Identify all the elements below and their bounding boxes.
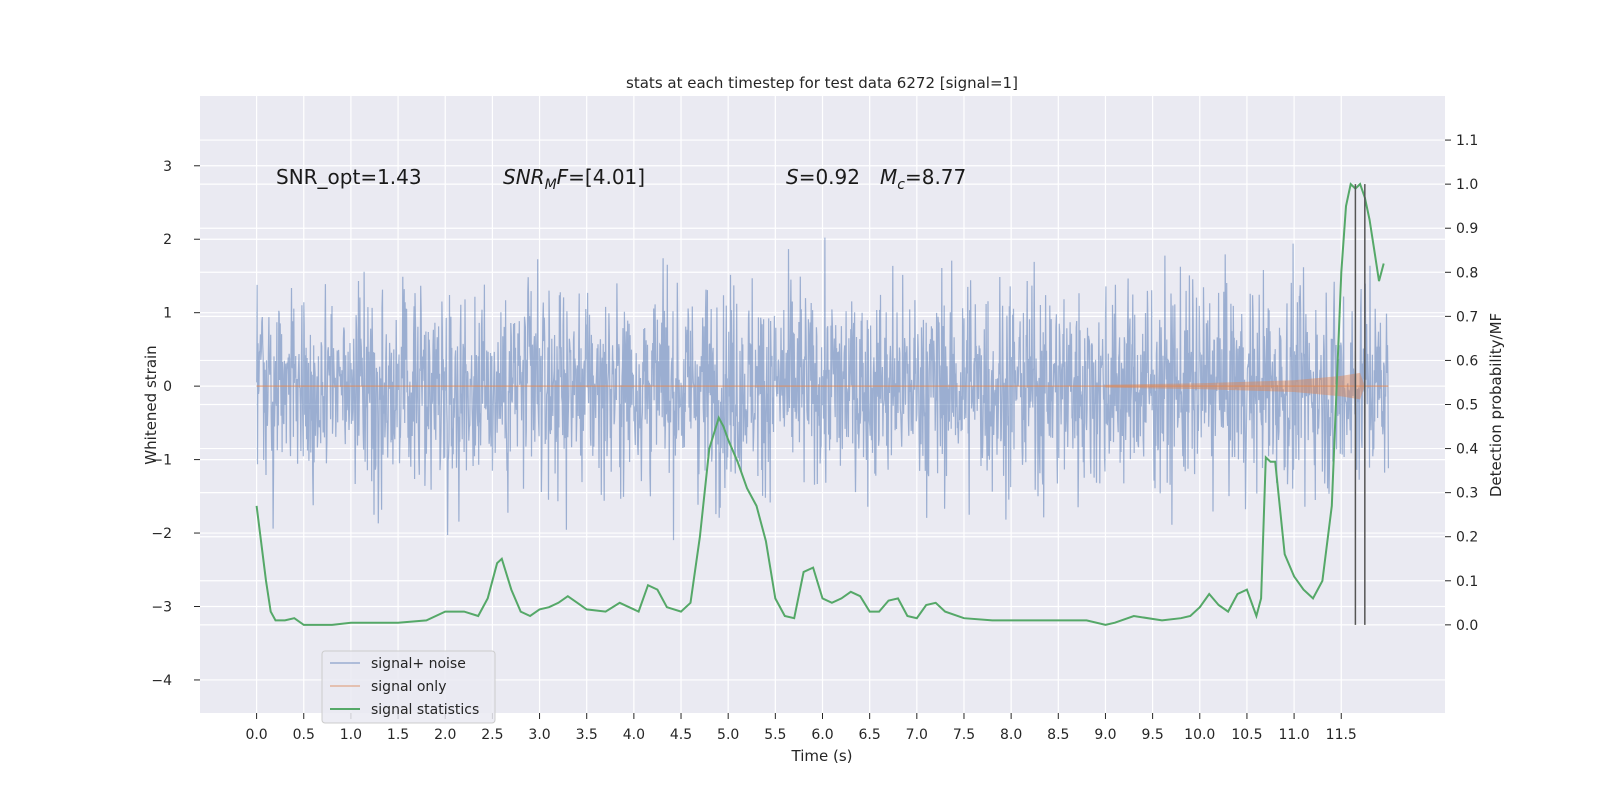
legend-box: [321, 650, 496, 724]
signal-statistics-series: [255, 182, 1385, 626]
x-tick-label: 8.5: [1047, 727, 1069, 743]
signal-statistics-line: [255, 182, 1385, 626]
x-tick-label: 0.0: [245, 727, 267, 743]
snr-mf-sub: M: [545, 177, 557, 193]
signal-noise-line: [256, 237, 1389, 541]
snr-mf-var: SNR: [503, 165, 545, 189]
snr-mf-var2: F: [557, 165, 569, 189]
y2-tick-label: 0.7: [1456, 309, 1478, 325]
signal-only-chirp: [1105, 372, 1365, 400]
s-value: =0.92: [799, 165, 860, 189]
y2-axis-ticks: 1.1 1.0 0.9 0.8 0.7 0.6 0.5 0.4 0.3 0.2 0.1 0.0: [1445, 133, 1478, 634]
y2-tick-label: 0.0: [1456, 618, 1478, 634]
x-tick-label: 2.0: [434, 727, 456, 743]
signal-only-series: [256, 372, 1389, 400]
y2-tick-label: 0.6: [1456, 353, 1478, 369]
y2-axis-label: Detection probability/MF: [1487, 313, 1505, 497]
snr-mf-value: =[4.01]: [568, 165, 645, 189]
y-tick-label: 2: [163, 232, 172, 248]
x-axis-label: Time (s): [791, 747, 853, 765]
x-tick-label: 11.0: [1279, 727, 1310, 743]
y-axis-ticks: 3 2 1 0 −1 −2 −3 −4: [151, 159, 200, 689]
y2-tick-label: 1.0: [1456, 177, 1478, 193]
y-tick-label: 1: [163, 306, 172, 322]
x-tick-label: 1.0: [340, 727, 362, 743]
chart-title: stats at each timestep for test data 627…: [626, 74, 1018, 92]
x-tick-label: 7.0: [906, 727, 928, 743]
mc-sub: c: [897, 177, 905, 193]
x-tick-label: 10.0: [1184, 727, 1215, 743]
y2-tick-label: 0.8: [1456, 265, 1478, 281]
x-tick-label: 1.5: [387, 727, 409, 743]
annotation-snr-mf: SNRMF=[4.01]: [503, 165, 645, 193]
y-tick-label: −3: [151, 599, 172, 615]
y-tick-label: 3: [163, 159, 172, 175]
mc-value: =8.77: [905, 165, 966, 189]
y-tick-label: 0: [163, 379, 172, 395]
annotation-s: S=0.92: [786, 165, 860, 189]
x-tick-label: 4.5: [670, 727, 692, 743]
x-tick-label: 10.5: [1231, 727, 1262, 743]
s-var: S: [786, 165, 799, 189]
legend-label-signal-noise: signal+ noise: [371, 656, 466, 672]
x-tick-label: 0.5: [293, 727, 315, 743]
y2-tick-label: 0.5: [1456, 398, 1478, 414]
legend-label-signal-only: signal only: [371, 679, 446, 695]
y2-tick-label: 1.1: [1456, 133, 1478, 149]
y-tick-label: −2: [151, 526, 172, 542]
x-tick-label: 9.0: [1094, 727, 1116, 743]
y2-tick-label: 0.4: [1456, 442, 1478, 458]
annotation-mc: Mc=8.77: [880, 165, 966, 193]
legend-label-signal-statistics: signal statistics: [371, 702, 479, 718]
x-tick-label: 2.5: [481, 727, 503, 743]
x-axis-ticks: 0.0 0.5 1.0 1.5 2.0 2.5 3.0 3.5 4.0 4.5 5.0 5.5 6.0 6…: [245, 713, 1357, 743]
y-tick-label: −1: [151, 453, 172, 469]
x-tick-label: 5.0: [717, 727, 739, 743]
y2-tick-label: 0.2: [1456, 530, 1478, 546]
x-tick-label: 8.0: [1000, 727, 1022, 743]
x-tick-label: 5.5: [764, 727, 786, 743]
x-tick-label: 6.0: [811, 727, 833, 743]
annotation-snr-opt: SNR_opt=1.43: [276, 165, 422, 189]
x-tick-label: 11.5: [1326, 727, 1357, 743]
x-tick-label: 6.5: [859, 727, 881, 743]
signal-noise-series: [256, 237, 1389, 541]
marker-lines: [1354, 184, 1366, 625]
x-tick-label: 4.0: [623, 727, 645, 743]
legend: signal+ noise signal only signal statist…: [321, 650, 496, 724]
x-tick-label: 3.0: [528, 727, 550, 743]
x-tick-label: 3.5: [576, 727, 598, 743]
y2-tick-label: 0.9: [1456, 221, 1478, 237]
y2-tick-label: 0.1: [1456, 574, 1478, 590]
y-axis-label: Whitened strain: [142, 345, 160, 464]
mc-var: M: [880, 165, 897, 189]
y-tick-label: −4: [151, 673, 172, 689]
y2-tick-label: 0.3: [1456, 486, 1478, 502]
x-tick-label: 9.5: [1141, 727, 1163, 743]
x-tick-label: 7.5: [953, 727, 975, 743]
